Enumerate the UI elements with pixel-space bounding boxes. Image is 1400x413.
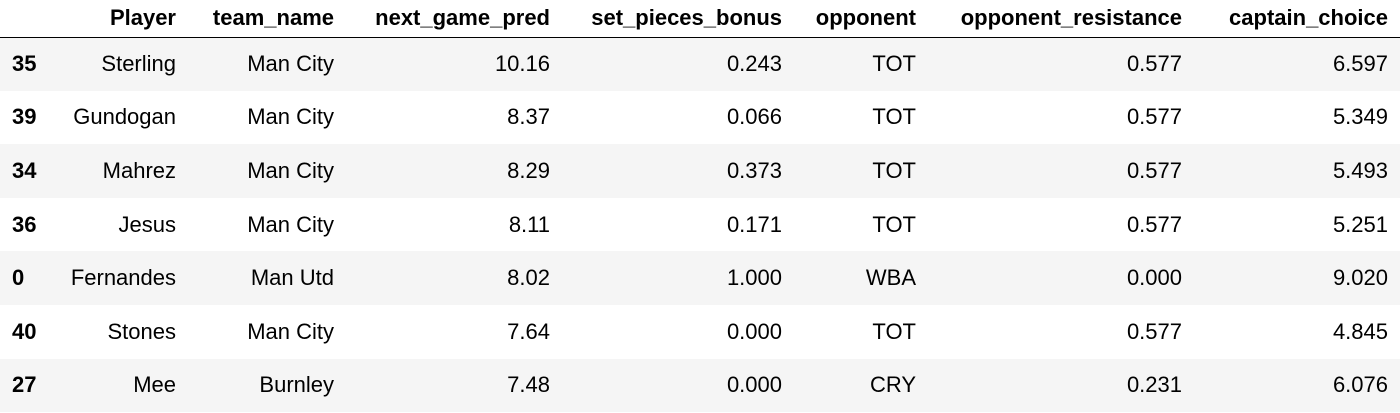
cell-captain-choice: 4.845 bbox=[1194, 305, 1400, 359]
cell-opponent-resistance: 0.000 bbox=[928, 251, 1194, 305]
table-row: 39 Gundogan Man City 8.37 0.066 TOT 0.57… bbox=[0, 91, 1400, 145]
cell-team-name: Man City bbox=[188, 305, 346, 359]
cell-player: Mee bbox=[48, 359, 188, 413]
cell-team-name: Burnley bbox=[188, 359, 346, 413]
header-team-name: team_name bbox=[188, 0, 346, 37]
table-row: 35 Sterling Man City 10.16 0.243 TOT 0.5… bbox=[0, 37, 1400, 91]
cell-team-name: Man City bbox=[188, 144, 346, 198]
cell-opponent: CRY bbox=[794, 359, 928, 413]
cell-team-name: Man City bbox=[188, 198, 346, 252]
cell-set-pieces-bonus: 0.000 bbox=[562, 359, 794, 413]
cell-opponent: WBA bbox=[794, 251, 928, 305]
cell-team-name: Man City bbox=[188, 37, 346, 91]
cell-set-pieces-bonus: 0.171 bbox=[562, 198, 794, 252]
cell-set-pieces-bonus: 0.000 bbox=[562, 305, 794, 359]
cell-player: Stones bbox=[48, 305, 188, 359]
cell-team-name: Man City bbox=[188, 91, 346, 145]
cell-player: Gundogan bbox=[48, 91, 188, 145]
cell-opponent: TOT bbox=[794, 37, 928, 91]
cell-player: Fernandes bbox=[48, 251, 188, 305]
cell-opponent-resistance: 0.577 bbox=[928, 91, 1194, 145]
cell-next-game-pred: 7.64 bbox=[346, 305, 562, 359]
table-header: Player team_name next_game_pred set_piec… bbox=[0, 0, 1400, 37]
cell-opponent: TOT bbox=[794, 305, 928, 359]
cell-next-game-pred: 7.48 bbox=[346, 359, 562, 413]
header-player: Player bbox=[48, 0, 188, 37]
table-row: 40 Stones Man City 7.64 0.000 TOT 0.577 … bbox=[0, 305, 1400, 359]
row-index: 27 bbox=[0, 359, 48, 413]
header-captain-choice: captain_choice bbox=[1194, 0, 1400, 37]
cell-opponent: TOT bbox=[794, 198, 928, 252]
header-opponent-resistance: opponent_resistance bbox=[928, 0, 1194, 37]
header-opponent: opponent bbox=[794, 0, 928, 37]
cell-opponent-resistance: 0.577 bbox=[928, 198, 1194, 252]
header-set-pieces-bonus: set_pieces_bonus bbox=[562, 0, 794, 37]
row-index: 36 bbox=[0, 198, 48, 252]
cell-captain-choice: 5.251 bbox=[1194, 198, 1400, 252]
cell-captain-choice: 5.349 bbox=[1194, 91, 1400, 145]
row-index: 39 bbox=[0, 91, 48, 145]
cell-opponent-resistance: 0.577 bbox=[928, 144, 1194, 198]
cell-opponent-resistance: 0.577 bbox=[928, 37, 1194, 91]
cell-player: Jesus bbox=[48, 198, 188, 252]
cell-opponent-resistance: 0.231 bbox=[928, 359, 1194, 413]
cell-set-pieces-bonus: 0.243 bbox=[562, 37, 794, 91]
row-index: 40 bbox=[0, 305, 48, 359]
cell-player: Sterling bbox=[48, 37, 188, 91]
cell-captain-choice: 6.597 bbox=[1194, 37, 1400, 91]
cell-opponent-resistance: 0.577 bbox=[928, 305, 1194, 359]
cell-next-game-pred: 8.29 bbox=[346, 144, 562, 198]
header-next-game-pred: next_game_pred bbox=[346, 0, 562, 37]
table-row: 36 Jesus Man City 8.11 0.171 TOT 0.577 5… bbox=[0, 198, 1400, 252]
cell-next-game-pred: 8.37 bbox=[346, 91, 562, 145]
header-row: Player team_name next_game_pred set_piec… bbox=[0, 0, 1400, 37]
table-row: 27 Mee Burnley 7.48 0.000 CRY 0.231 6.07… bbox=[0, 359, 1400, 413]
cell-set-pieces-bonus: 0.066 bbox=[562, 91, 794, 145]
cell-player: Mahrez bbox=[48, 144, 188, 198]
cell-opponent: TOT bbox=[794, 144, 928, 198]
row-index: 35 bbox=[0, 37, 48, 91]
cell-opponent: TOT bbox=[794, 91, 928, 145]
table-row: 0 Fernandes Man Utd 8.02 1.000 WBA 0.000… bbox=[0, 251, 1400, 305]
cell-next-game-pred: 8.11 bbox=[346, 198, 562, 252]
cell-captain-choice: 5.493 bbox=[1194, 144, 1400, 198]
row-index: 0 bbox=[0, 251, 48, 305]
row-index: 34 bbox=[0, 144, 48, 198]
index-header bbox=[0, 0, 48, 37]
cell-captain-choice: 6.076 bbox=[1194, 359, 1400, 413]
table-body: 35 Sterling Man City 10.16 0.243 TOT 0.5… bbox=[0, 37, 1400, 412]
cell-captain-choice: 9.020 bbox=[1194, 251, 1400, 305]
cell-next-game-pred: 10.16 bbox=[346, 37, 562, 91]
cell-set-pieces-bonus: 1.000 bbox=[562, 251, 794, 305]
cell-next-game-pred: 8.02 bbox=[346, 251, 562, 305]
cell-set-pieces-bonus: 0.373 bbox=[562, 144, 794, 198]
table-row: 34 Mahrez Man City 8.29 0.373 TOT 0.577 … bbox=[0, 144, 1400, 198]
cell-team-name: Man Utd bbox=[188, 251, 346, 305]
